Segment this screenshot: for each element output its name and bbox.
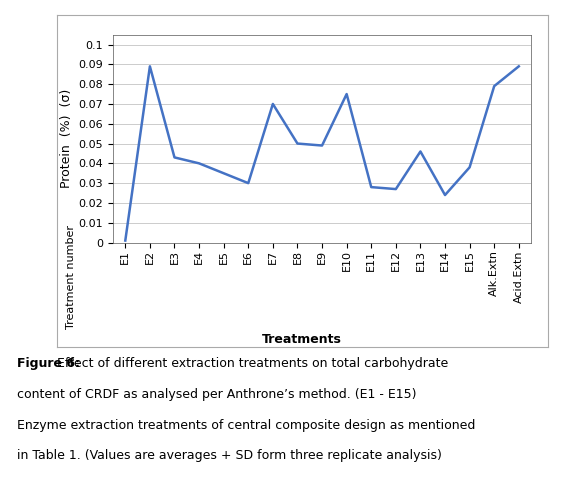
Y-axis label: Protein  (%)  (σ): Protein (%) (σ): [60, 89, 73, 188]
Text: Effect of different extraction treatments on total carbohydrate: Effect of different extraction treatment…: [53, 357, 448, 370]
Text: in Table 1. (Values are averages + SD form three replicate analysis): in Table 1. (Values are averages + SD fo…: [17, 449, 442, 462]
Text: content of CRDF as analysed per Anthrone’s method. (E1 - E15): content of CRDF as analysed per Anthrone…: [17, 388, 416, 401]
Text: Enzyme extraction treatments of central composite design as mentioned: Enzyme extraction treatments of central …: [17, 419, 475, 432]
Text: Treatments: Treatments: [262, 333, 342, 346]
Text: Figure 6:: Figure 6:: [17, 357, 80, 370]
Text: Treatment number: Treatment number: [66, 225, 76, 329]
